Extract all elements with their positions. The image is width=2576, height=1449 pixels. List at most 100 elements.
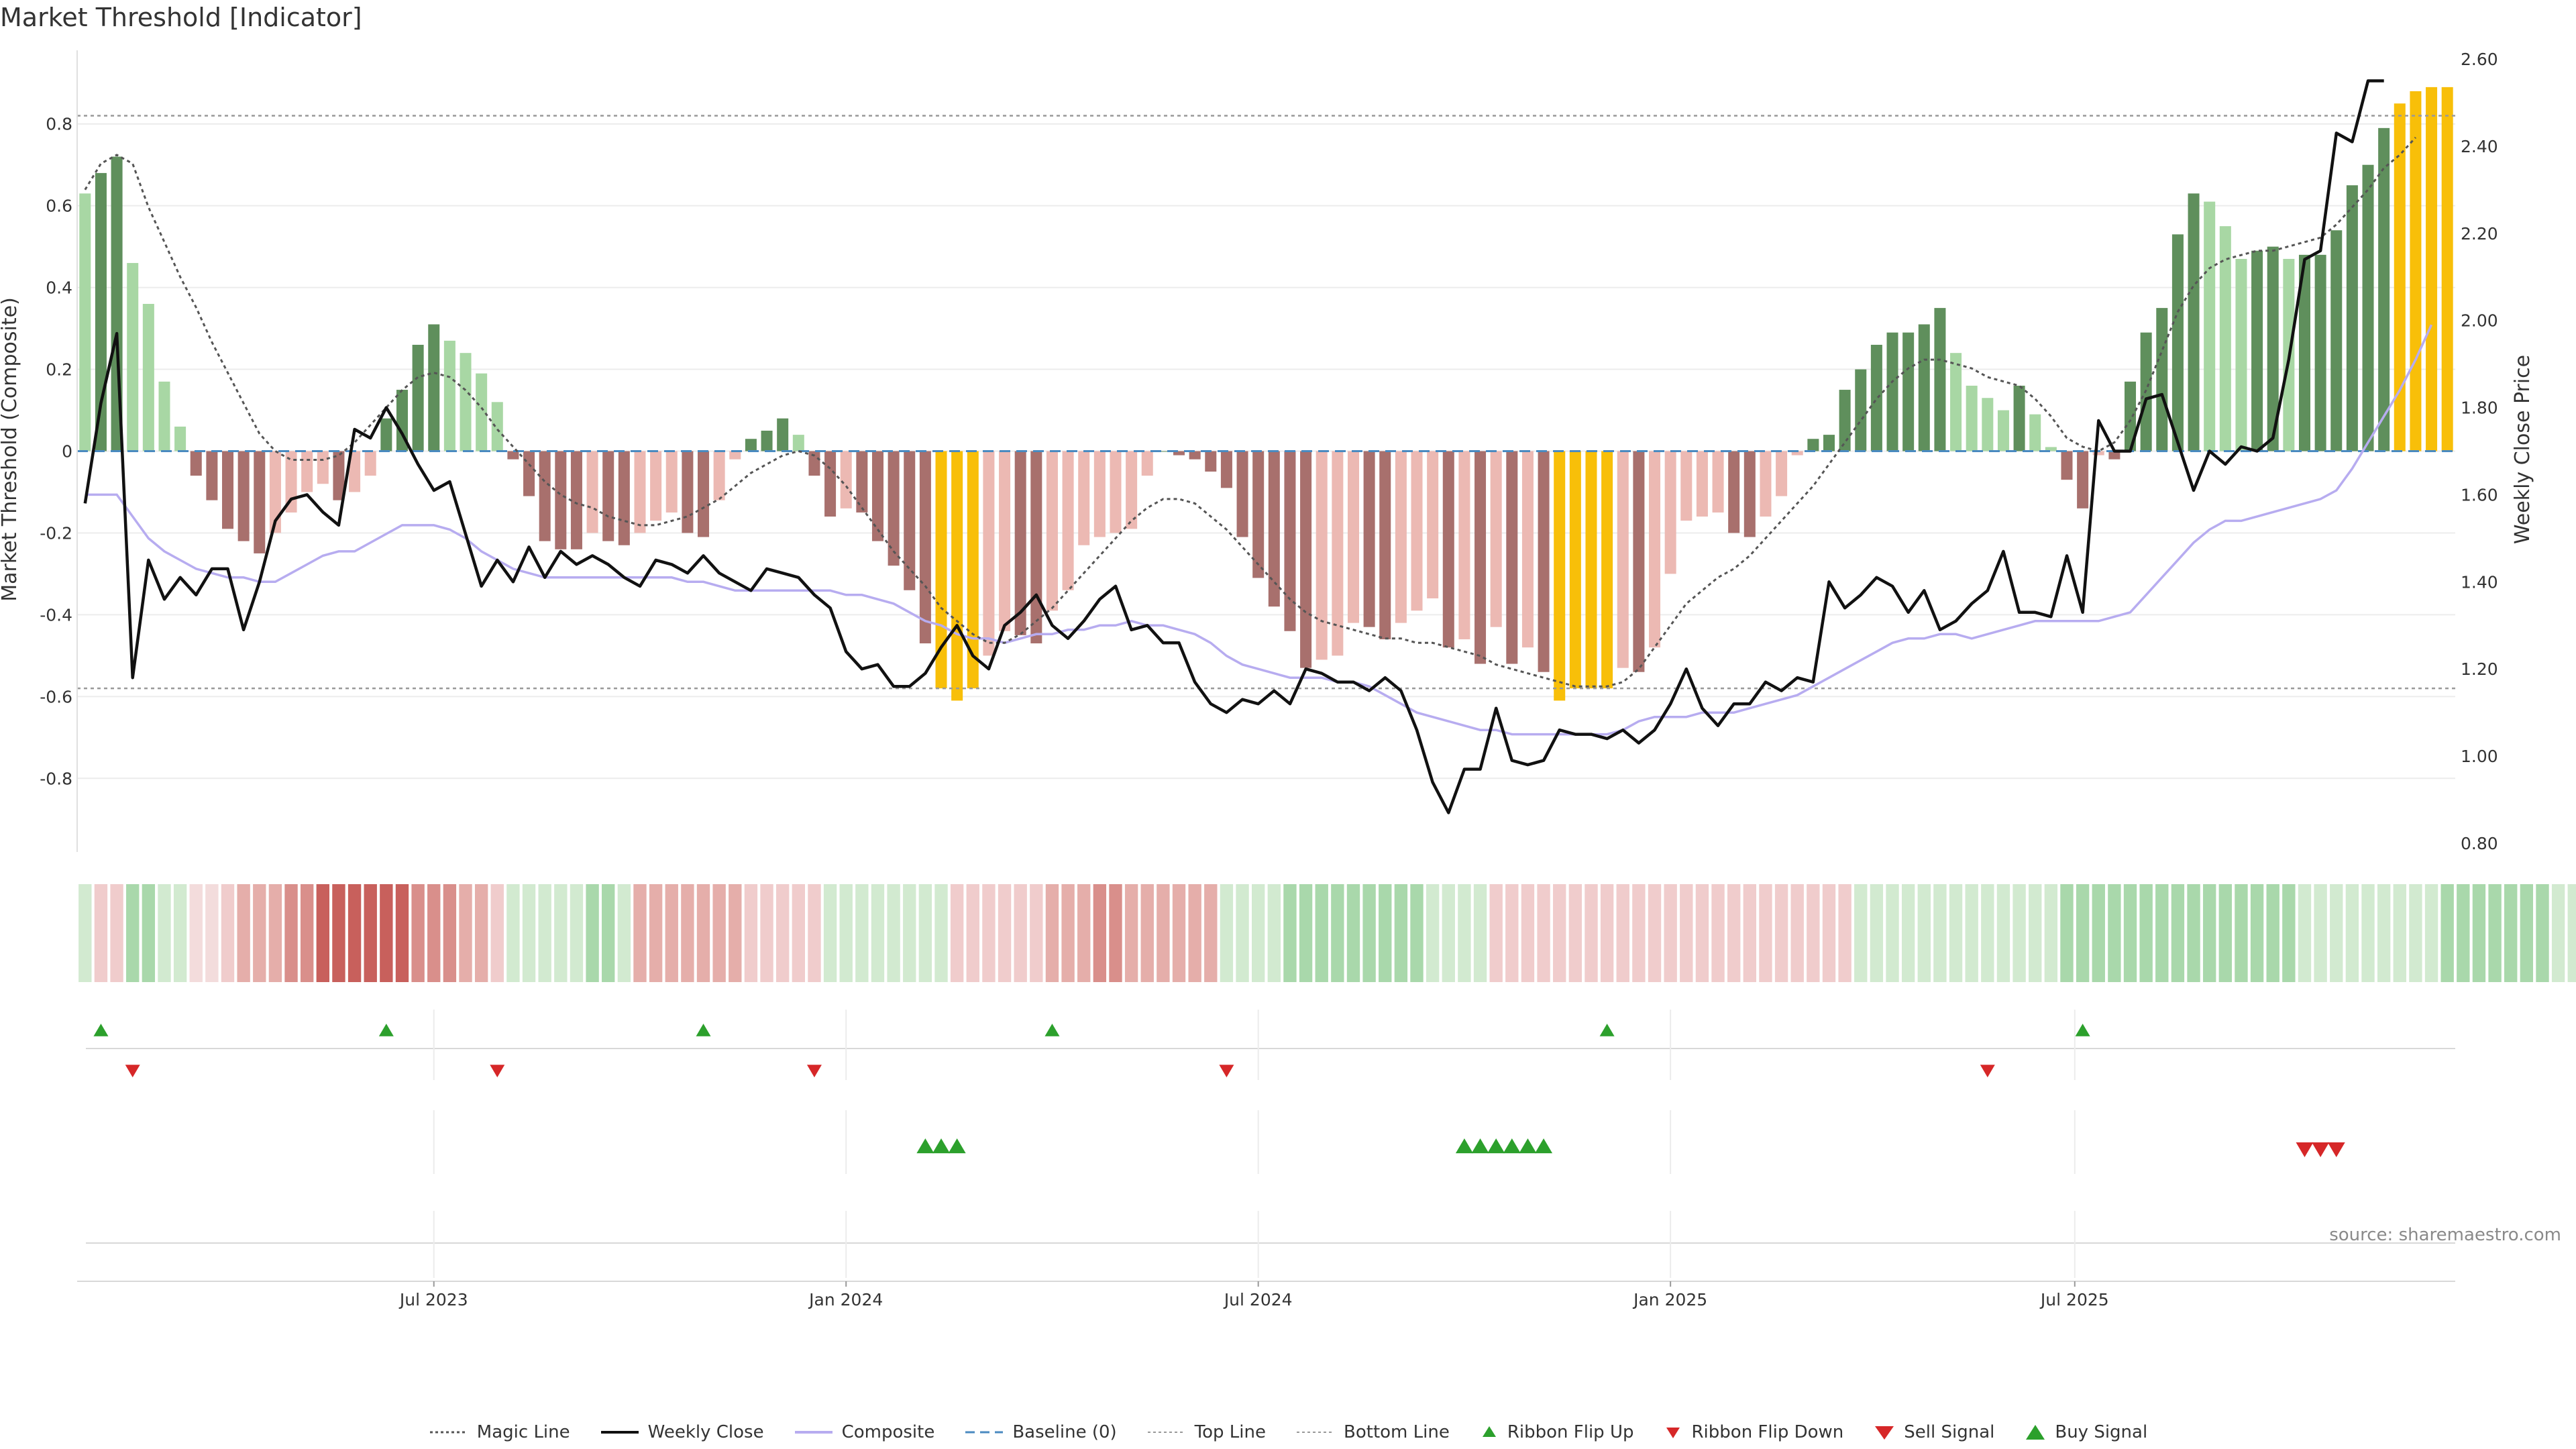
- ribbon-cell: [443, 884, 457, 982]
- ribbon-cell: [2488, 884, 2502, 982]
- composite-bar: [2346, 185, 2358, 451]
- ribbon-cell: [2314, 884, 2327, 982]
- ribbon-cell: [94, 884, 108, 982]
- ribbon-cell: [2393, 884, 2406, 982]
- series-lines: [83, 79, 2433, 814]
- composite-bar: [713, 451, 725, 500]
- composite-bar: [2362, 164, 2374, 451]
- composite-bar: [2108, 451, 2121, 460]
- ribbon-cell: [2218, 884, 2233, 982]
- ribbon-cell: [839, 884, 853, 982]
- composite-bar: [1649, 451, 1661, 648]
- ribbon-cell: [2298, 884, 2312, 982]
- ribbon-cell: [284, 884, 298, 982]
- composite-bar: [1664, 451, 1676, 574]
- composite-bar: [1078, 451, 1090, 545]
- legend-label: Weekly Close: [647, 1422, 764, 1442]
- ribbon-cell: [411, 884, 425, 982]
- legend-item-weekly-close[interactable]: Weekly Close: [600, 1422, 764, 1442]
- ribbon-cell: [490, 884, 504, 982]
- y-tick-label: -0.2: [40, 523, 72, 543]
- legend-item-sell-signal[interactable]: Sell Signal: [1873, 1422, 1994, 1442]
- ribbon-cell: [522, 884, 536, 982]
- ribbon-cell: [221, 884, 235, 982]
- ribbon-flip-down-marker: [125, 1065, 140, 1077]
- composite-bar: [1458, 451, 1470, 639]
- ribbon-flip-up-marker: [2075, 1024, 2090, 1036]
- composite-bar: [1696, 451, 1708, 517]
- ribbon-cell: [2440, 884, 2454, 982]
- ribbon-flip-up-marker: [93, 1024, 109, 1036]
- legend-item-top-line[interactable]: Top Line: [1146, 1422, 1266, 1442]
- legend-item-ribbon-flip-down[interactable]: Ribbon Flip Down: [1663, 1422, 1843, 1442]
- buy-signal-marker: [932, 1138, 951, 1154]
- ribbon-cell: [1379, 884, 1392, 982]
- composite-bar: [2394, 103, 2406, 451]
- ribbon-cell: [2266, 884, 2279, 982]
- ribbon-cell: [1664, 884, 1677, 982]
- legend-item-bottom-line[interactable]: Bottom Line: [1295, 1422, 1450, 1442]
- ribbon-cell: [808, 884, 821, 982]
- ribbon-cell: [1521, 884, 1535, 982]
- legend-item-buy-signal[interactable]: Buy Signal: [2024, 1422, 2147, 1442]
- ribbon-cell: [380, 884, 393, 982]
- ribbon-cell: [1695, 884, 1709, 982]
- ribbon-cell: [1838, 884, 1851, 982]
- ribbon-cell: [775, 884, 790, 982]
- legend-weekly-close-swatch: [600, 1431, 639, 1434]
- composite-bar: [1347, 451, 1359, 623]
- ribbon-cell: [1331, 884, 1344, 982]
- ribbon-cell: [2235, 884, 2248, 982]
- y-tick-label: 0: [62, 442, 72, 462]
- ribbon-cell: [2092, 884, 2105, 982]
- composite-bar: [460, 353, 472, 451]
- legend-item-baseline[interactable]: Baseline (0): [964, 1422, 1117, 1442]
- ribbon-cell: [1204, 884, 1218, 982]
- composite-bar: [254, 451, 266, 553]
- ribbon-cell: [1220, 884, 1234, 982]
- legend-label: Ribbon Flip Down: [1691, 1422, 1844, 1442]
- legend-item-ribbon-flip-up[interactable]: Ribbon Flip Up: [1479, 1422, 1633, 1442]
- composite-bar: [364, 451, 376, 476]
- composite-bar: [745, 439, 757, 451]
- ribbon-cell: [903, 884, 916, 982]
- ribbon-cell: [2457, 884, 2470, 982]
- magic-line: [84, 136, 2417, 688]
- ribbon-cell: [1886, 884, 1899, 982]
- composite-bar: [1521, 451, 1534, 648]
- ribbon-cell: [681, 884, 694, 982]
- ribbon-cell: [1616, 884, 1629, 982]
- ribbon-cell: [633, 884, 647, 982]
- ribbon-cell: [2012, 884, 2026, 982]
- ribbon-cell: [1822, 884, 1836, 982]
- ribbon-cell: [1981, 884, 1994, 982]
- composite-bar: [570, 451, 582, 549]
- composite-bar: [2156, 308, 2168, 451]
- ribbon-cell: [2155, 884, 2169, 982]
- ribbon-cell: [2472, 884, 2486, 982]
- ribbon-cell: [792, 884, 806, 982]
- ribbon-cell: [2330, 884, 2343, 982]
- legend-label: Magic Line: [476, 1422, 570, 1442]
- ribbon-cell: [173, 884, 187, 982]
- composite-bar: [2235, 258, 2247, 451]
- ribbon-cell: [2076, 884, 2090, 982]
- composite-bar: [1506, 451, 1518, 664]
- ribbon-cell: [268, 884, 282, 982]
- composite-bar: [428, 324, 440, 451]
- composite-bar: [1934, 308, 1946, 451]
- ribbon-cell: [2187, 884, 2200, 982]
- ribbon-cell: [1537, 884, 1550, 982]
- composite-bar: [1189, 451, 1201, 460]
- composite-bar: [142, 304, 154, 451]
- sell-signal-marker: [2296, 1142, 2314, 1157]
- ribbon-cell: [1711, 884, 1725, 982]
- composite-bar: [1585, 451, 1597, 689]
- legend-item-composite[interactable]: Composite: [794, 1422, 934, 1442]
- composite-bar: [967, 451, 979, 689]
- signal-markers: [77, 1010, 2455, 1282]
- composite-bar: [840, 451, 852, 508]
- legend-item-magic-line[interactable]: Magic Line: [429, 1422, 570, 1442]
- ribbon-cell: [2409, 884, 2422, 982]
- composite-bar: [1110, 451, 1122, 533]
